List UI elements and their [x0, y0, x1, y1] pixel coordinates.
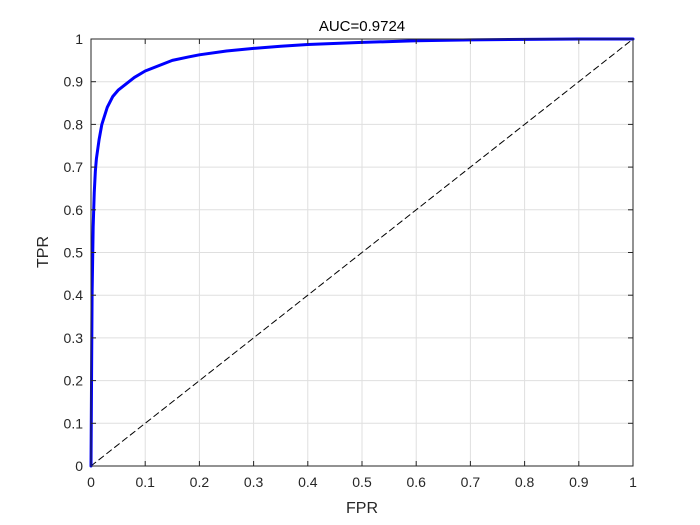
chance-diagonal-line — [90, 38, 634, 467]
y-axis-label: TPR — [35, 236, 52, 268]
y-tick-label: 0.8 — [64, 116, 84, 132]
x-tick-label: 0.8 — [515, 474, 535, 490]
y-tick-label: 0.9 — [64, 74, 84, 90]
y-tick-label: 1 — [75, 31, 83, 47]
x-tick-label: 0.4 — [298, 474, 318, 490]
x-tick-label: 0.7 — [461, 474, 481, 490]
x-tick-label: 1 — [629, 474, 637, 490]
y-tick-label: 0.4 — [64, 287, 84, 303]
y-tick-label: 0.1 — [64, 415, 84, 431]
x-tick-label: 0.9 — [569, 474, 589, 490]
x-tick-label: 0.3 — [244, 474, 264, 490]
y-tick-label: 0.2 — [64, 373, 84, 389]
y-tick-label: 0.5 — [64, 245, 84, 261]
x-tick-label: 0.5 — [352, 474, 372, 490]
y-tick-label: 0.3 — [64, 330, 84, 346]
x-axis-label: FPR — [346, 500, 378, 517]
tick-labels: 0 0.1 0.2 0.3 0.4 0.5 0.6 0.7 0.8 0.9 1 0 0.1 0.2 0.3 0… — [64, 31, 638, 490]
y-tick-label: 0.7 — [64, 159, 84, 175]
roc-curve-line — [89, 37, 635, 468]
y-tick-label: 0.6 — [64, 202, 84, 218]
x-tick-label: 0.1 — [135, 474, 155, 490]
x-tick-label: 0.6 — [406, 474, 426, 490]
x-tick-label: 0.2 — [190, 474, 210, 490]
series-layer — [89, 37, 635, 468]
y-tick-label: 0 — [75, 458, 83, 474]
chart-title: AUC=0.9724 — [319, 18, 405, 35]
x-tick-label: 0 — [87, 474, 95, 490]
ticks — [90, 38, 634, 467]
